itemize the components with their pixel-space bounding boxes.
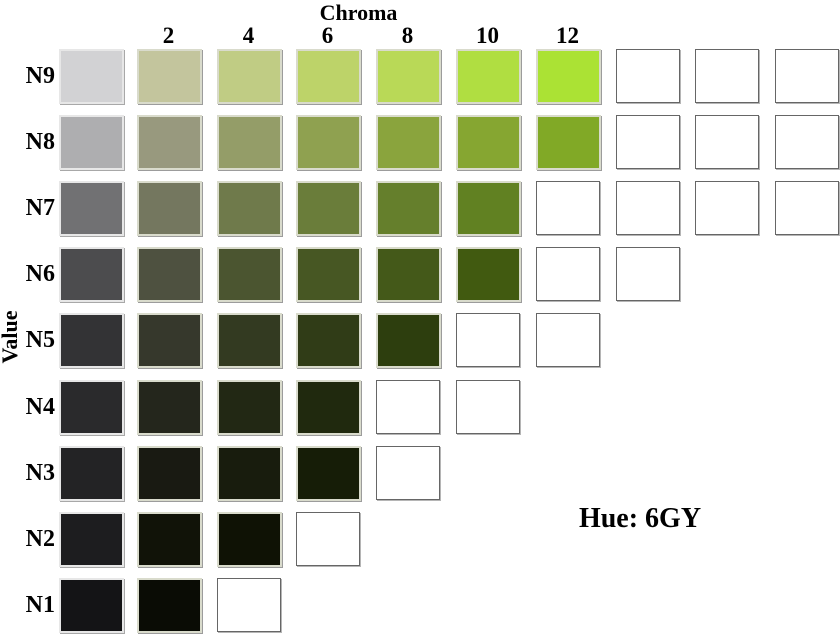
color-swatch-N9-chroma6 (296, 49, 361, 104)
empty-cell-N4-chroma8 (376, 380, 440, 434)
color-swatch-N5-chroma4 (217, 313, 282, 368)
value-label-N4: N4 (25, 394, 55, 420)
empty-cell-N7-chroma18 (775, 181, 839, 235)
value-label-N7: N7 (25, 195, 55, 221)
empty-cell-N8-chroma14 (616, 115, 680, 169)
neutral-swatch-N3-neutral (59, 446, 124, 501)
empty-cell-N9-chroma18 (775, 49, 839, 103)
color-swatch-N9-chroma4 (217, 49, 282, 104)
color-swatch-N8-chroma2 (137, 115, 202, 170)
color-swatch-N9-chroma12 (536, 49, 601, 104)
value-label-N6: N6 (25, 261, 55, 287)
neutral-swatch-N6-neutral (59, 247, 124, 302)
empty-cell-N1-chroma4 (217, 578, 281, 632)
color-swatch-N7-chroma6 (296, 181, 361, 236)
color-swatch-N9-chroma2 (137, 49, 202, 104)
empty-cell-N3-chroma8 (376, 446, 440, 500)
chroma-tick-4: 4 (242, 23, 255, 48)
neutral-swatch-N4-neutral (59, 380, 124, 435)
value-label-N9: N9 (25, 63, 55, 89)
empty-cell-N7-chroma16 (695, 181, 759, 235)
color-swatch-N9-chroma8 (376, 49, 441, 104)
color-swatch-N7-chroma10 (456, 181, 521, 236)
color-swatch-N4-chroma6 (296, 380, 361, 435)
color-swatch-N4-chroma2 (137, 380, 202, 435)
color-swatch-N7-chroma8 (376, 181, 441, 236)
chroma-tick-2: 2 (162, 23, 175, 48)
empty-cell-N6-chroma12 (536, 247, 600, 301)
value-label-N5: N5 (25, 327, 55, 353)
color-swatch-N2-chroma2 (137, 512, 202, 567)
color-swatch-N6-chroma8 (376, 247, 441, 302)
color-swatch-N5-chroma6 (296, 313, 361, 368)
empty-cell-N9-chroma16 (695, 49, 759, 103)
empty-cell-N2-chroma6 (296, 512, 360, 566)
empty-cell-N8-chroma18 (775, 115, 839, 169)
color-swatch-N5-chroma2 (137, 313, 202, 368)
value-label-N1: N1 (25, 592, 55, 618)
neutral-swatch-N8-neutral (59, 115, 124, 170)
color-swatch-N8-chroma8 (376, 115, 441, 170)
color-swatch-N6-chroma6 (296, 247, 361, 302)
value-label-N2: N2 (25, 526, 55, 552)
color-swatch-N8-chroma12 (536, 115, 601, 170)
color-swatch-N9-chroma10 (456, 49, 521, 104)
empty-cell-N6-chroma14 (616, 247, 680, 301)
color-swatch-N8-chroma4 (217, 115, 282, 170)
color-swatch-N4-chroma4 (217, 380, 282, 435)
color-swatch-N5-chroma8 (376, 313, 441, 368)
empty-cell-N4-chroma10 (456, 380, 520, 434)
color-swatch-N1-chroma2 (137, 578, 202, 633)
color-swatch-N7-chroma2 (137, 181, 202, 236)
neutral-swatch-N5-neutral (59, 313, 124, 368)
empty-cell-N9-chroma14 (616, 49, 680, 103)
empty-cell-N7-chroma14 (616, 181, 680, 235)
color-swatch-N6-chroma4 (217, 247, 282, 302)
chroma-tick-12: 12 (556, 23, 579, 48)
chroma-tick-8: 8 (401, 23, 414, 48)
empty-cell-N5-chroma12 (536, 313, 600, 367)
value-label-N8: N8 (25, 129, 55, 155)
empty-cell-N7-chroma12 (536, 181, 600, 235)
empty-cell-N5-chroma10 (456, 313, 520, 367)
neutral-swatch-N7-neutral (59, 181, 124, 236)
chroma-tick-10: 10 (476, 23, 499, 48)
empty-cell-N8-chroma16 (695, 115, 759, 169)
hue-annotation: Hue: 6GY (578, 503, 702, 534)
x-axis-title: Chroma (319, 0, 398, 25)
color-swatch-N6-chroma2 (137, 247, 202, 302)
color-swatch-N6-chroma10 (456, 247, 521, 302)
color-swatch-N3-chroma6 (296, 446, 361, 501)
neutral-swatch-N1-neutral (59, 578, 124, 633)
value-label-N3: N3 (25, 460, 55, 486)
color-swatch-N8-chroma10 (456, 115, 521, 170)
color-swatch-N3-chroma4 (217, 446, 282, 501)
color-swatch-N7-chroma4 (217, 181, 282, 236)
neutral-swatch-N2-neutral (59, 512, 124, 567)
neutral-swatch-N9-neutral (59, 49, 124, 104)
color-swatch-N2-chroma4 (217, 512, 282, 567)
color-swatch-N3-chroma2 (137, 446, 202, 501)
chroma-tick-6: 6 (321, 23, 334, 48)
color-swatch-N8-chroma6 (296, 115, 361, 170)
